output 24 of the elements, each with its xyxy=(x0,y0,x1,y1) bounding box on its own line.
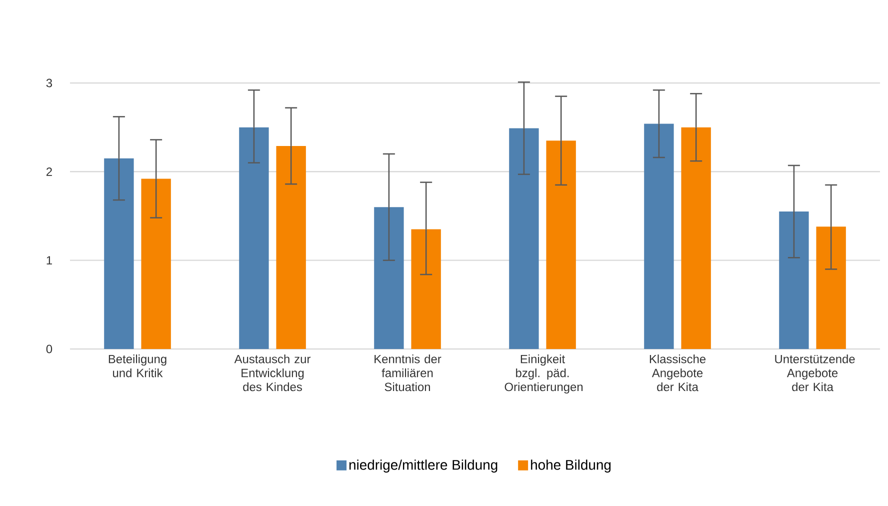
bar xyxy=(104,158,134,349)
y-tick-label: 3 xyxy=(46,78,52,88)
bar xyxy=(816,226,846,349)
y-tick-label: 0 xyxy=(46,344,52,354)
bar xyxy=(681,127,711,349)
x-tick-label: Kenntnis der familiären Situation xyxy=(374,354,442,392)
x-tick-label: Austausch zur Entwicklung des Kindes xyxy=(234,354,311,392)
bar xyxy=(411,229,441,349)
bar xyxy=(276,146,306,349)
bar xyxy=(239,127,269,349)
y-tick-label: 1 xyxy=(46,256,52,264)
legend-label: niedrige/mittlere Bildung xyxy=(349,460,498,473)
x-tick-label: Beteiligung und Kritik xyxy=(108,354,166,378)
bar xyxy=(644,124,674,349)
bar xyxy=(141,178,171,349)
x-tick-label: Klassische Angebote der Kita xyxy=(650,354,706,392)
bar xyxy=(546,140,576,349)
bar xyxy=(779,212,809,349)
legend-label: hohe Bildung xyxy=(531,460,611,473)
bar xyxy=(374,207,404,349)
x-tick-label: Unterstützende Angebote der Kita xyxy=(775,354,855,392)
bar xyxy=(509,128,539,349)
y-tick-label: 2 xyxy=(46,167,52,176)
x-tick-label: Einigkeit bzgl. päd. Orientierungen xyxy=(504,354,583,394)
